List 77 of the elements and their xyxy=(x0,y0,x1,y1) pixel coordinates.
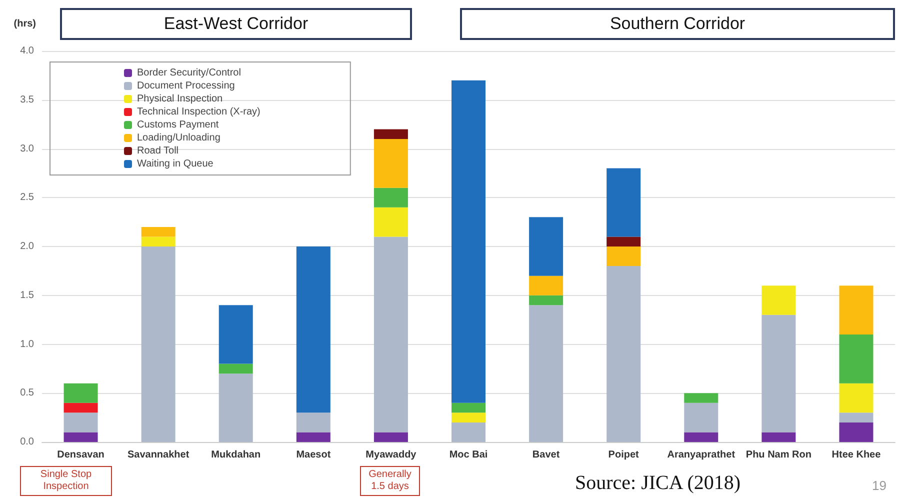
bar xyxy=(529,217,564,276)
bar xyxy=(452,402,486,413)
bar xyxy=(606,236,641,246)
bar xyxy=(684,402,718,432)
y-tick-label: 0.5 xyxy=(20,388,34,399)
bar xyxy=(529,276,564,296)
x-tick-label: Phu Nam Ron xyxy=(746,450,812,460)
legend-label: Physical Inspection xyxy=(137,94,223,104)
legend-label: Road Toll xyxy=(137,146,179,156)
text: Generally 1.5 days xyxy=(360,466,420,496)
bar xyxy=(606,246,641,266)
x-tick-label: Savannakhet xyxy=(127,450,190,460)
bar xyxy=(374,236,408,432)
bar xyxy=(839,334,874,384)
bar xyxy=(839,422,874,442)
bar xyxy=(374,129,408,139)
x-tick-label: Myawaddy xyxy=(366,450,417,460)
source-note: Source: JICA (2018) xyxy=(575,472,741,495)
bar xyxy=(374,188,408,208)
bar xyxy=(684,432,718,442)
bar xyxy=(452,422,486,442)
text: Southern Corridor xyxy=(460,8,895,40)
x-tick-label: Moc Bai xyxy=(449,450,488,460)
bar xyxy=(452,412,486,422)
bar xyxy=(762,432,796,442)
bar xyxy=(762,314,796,432)
legend-label: Loading/Unloading xyxy=(137,132,220,144)
bar xyxy=(141,246,176,442)
x-tick-label: Htee Khee xyxy=(832,450,882,460)
bar xyxy=(452,80,486,403)
y-tick-label: 3.0 xyxy=(20,143,34,154)
x-tick-label: Mukdahan xyxy=(211,450,261,460)
x-tick-label: Bavet xyxy=(532,450,560,460)
bar xyxy=(141,236,176,246)
y-tick-label: 1.5 xyxy=(20,290,34,301)
y-tick-label: 3.5 xyxy=(20,94,34,106)
x-tick-label: Aranyaprathet xyxy=(667,450,736,460)
text: 19 xyxy=(872,478,886,493)
x-tick-label: Densavan xyxy=(57,450,104,460)
bar xyxy=(218,305,253,364)
bar xyxy=(374,207,408,237)
legend-label: Waiting in Queue xyxy=(137,158,214,170)
bar xyxy=(762,286,796,315)
bar xyxy=(64,402,98,413)
bar xyxy=(141,226,176,237)
bar xyxy=(296,432,330,442)
legend-label: Technical Inspection (X-ray) xyxy=(137,106,260,118)
bar xyxy=(374,432,408,442)
bar xyxy=(296,412,330,432)
bar xyxy=(64,432,98,442)
bar xyxy=(606,266,641,442)
legend-label: Border Security/Control xyxy=(137,68,241,78)
bar xyxy=(529,295,564,306)
y-tick-label: 2.0 xyxy=(20,241,34,252)
bar xyxy=(64,383,98,403)
bar xyxy=(684,393,718,403)
bar xyxy=(529,305,564,442)
bar xyxy=(839,383,874,413)
bar xyxy=(64,412,98,432)
y-tick-label: 4.0 xyxy=(20,46,34,56)
y-tick-label: 1.0 xyxy=(20,338,34,350)
y-axis-title: (hrs) xyxy=(14,18,36,30)
text: East-West Corridor xyxy=(60,8,412,40)
legend-label: Customs Payment xyxy=(137,120,219,130)
bar xyxy=(839,412,874,422)
bar xyxy=(218,374,253,442)
bar xyxy=(839,286,874,334)
x-tick-label: Poipet xyxy=(608,450,640,460)
legend-label: Document Processing xyxy=(137,80,235,92)
bar xyxy=(374,138,408,188)
bar xyxy=(296,246,330,413)
bar xyxy=(218,364,253,374)
bar xyxy=(606,168,641,237)
y-tick-label: 2.5 xyxy=(20,192,34,204)
x-tick-label: Maesot xyxy=(296,450,332,460)
text: Single Stop Inspection xyxy=(20,466,112,496)
y-tick-label: 0.0 xyxy=(20,436,34,448)
